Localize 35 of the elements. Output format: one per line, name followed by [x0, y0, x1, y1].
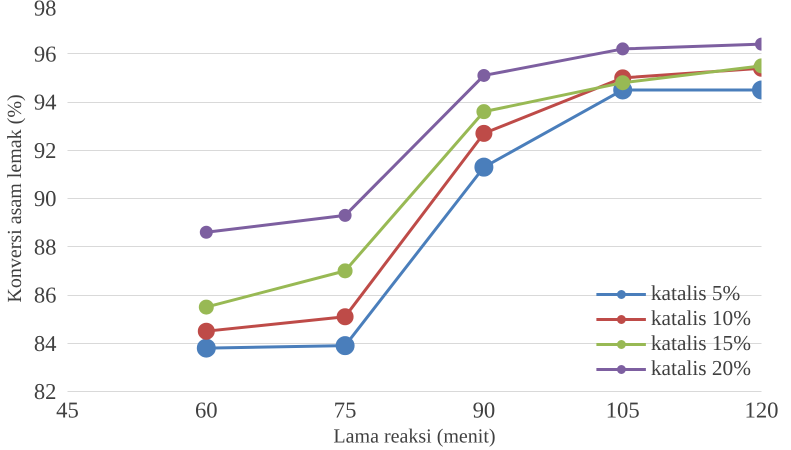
x-tick-label: 105	[606, 398, 640, 422]
point	[336, 336, 355, 356]
x-axis-title: Lama reaksi (menit)	[333, 426, 496, 448]
y-tick-label: 90	[34, 186, 56, 211]
point	[475, 124, 492, 142]
y-tick-label: 96	[34, 41, 56, 66]
point	[198, 322, 215, 340]
x-tick-label: 60	[194, 398, 218, 422]
y-tick-label: 86	[34, 282, 56, 308]
point	[338, 263, 353, 278]
point	[476, 104, 492, 120]
point	[477, 68, 490, 82]
point	[338, 208, 352, 222]
x-tick-label: 120	[744, 398, 778, 422]
point	[196, 338, 216, 358]
x-tick-label: 75	[334, 398, 356, 422]
point	[200, 226, 213, 239]
legend-label: katalis 5%	[650, 281, 740, 306]
y-tick-label: 94	[34, 90, 56, 114]
y-tick-label: 98	[34, 0, 56, 20]
point	[615, 75, 630, 90]
y-tick-label: 88	[34, 234, 56, 260]
point	[198, 300, 214, 315]
y-axis-title: Konversi asam lemak (%)	[4, 94, 26, 303]
y-tick-label: 84	[34, 330, 56, 356]
x-tick-label: 90	[472, 398, 496, 422]
point	[474, 158, 494, 177]
y-tick-label: 92	[34, 138, 56, 163]
x-tick-label: 45	[56, 398, 79, 422]
point	[336, 308, 354, 326]
legend-label: katalis 15%	[650, 331, 751, 356]
legend-label: katalis 10%	[650, 306, 751, 331]
legend-label: katalis 20%	[650, 356, 751, 381]
y-tick-label: 82	[34, 379, 56, 404]
point	[616, 42, 630, 56]
